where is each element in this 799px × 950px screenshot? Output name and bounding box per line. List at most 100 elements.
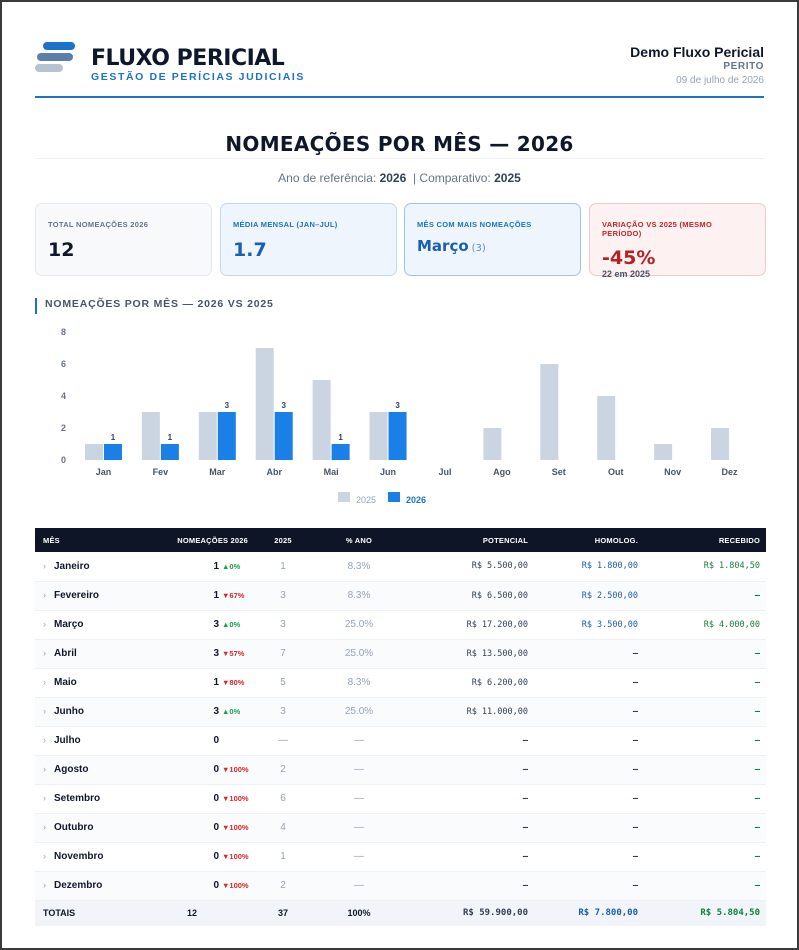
month-cell[interactable]: › Novembro: [35, 842, 132, 872]
recebido-cell: –: [644, 784, 766, 814]
cmp-year: 2025: [494, 171, 521, 185]
pct-cell: —: [314, 813, 404, 843]
month-cell[interactable]: › Maio: [35, 668, 132, 698]
ref-label: Ano de referência:: [278, 171, 377, 185]
card-media: MÉDIA MENSAL (JAN–JUL) 1.7: [220, 203, 397, 276]
nomeacoes-value: 0: [213, 764, 219, 775]
pct-cell: 25.0%: [314, 610, 404, 640]
pct-cell: —: [314, 726, 404, 756]
x-tick-label: Mai: [324, 467, 339, 477]
potencial-cell: –: [404, 784, 534, 814]
user-role: PERITO: [723, 61, 764, 72]
bar-2025: [369, 412, 388, 460]
chevron-right-icon[interactable]: ›: [43, 851, 46, 861]
brand-tagline: GESTÃO DE PERÍCIAS JUDICIAIS: [91, 71, 305, 83]
chevron-right-icon[interactable]: ›: [43, 706, 46, 716]
col-header-mes: MÊS: [35, 528, 132, 552]
homolog-cell: –: [534, 755, 644, 785]
x-tick-label: Jun: [380, 467, 396, 477]
month-name: Março: [54, 619, 84, 630]
chevron-right-icon[interactable]: ›: [43, 880, 46, 890]
card-var-value: -45%: [602, 247, 656, 269]
month-cell[interactable]: › Julho: [35, 726, 132, 756]
chevron-right-icon[interactable]: ›: [43, 677, 46, 687]
totals-row: TOTAIS 12 37 100% R$ 59.900,00 R$ 7.800,…: [35, 900, 766, 926]
pct-cell: —: [314, 842, 404, 872]
user-info: Demo Fluxo Pericial PERITO 09 de julho d…: [630, 44, 764, 86]
pct-cell: 25.0%: [314, 697, 404, 727]
totals-recebido: R$ 5.804,50: [644, 900, 766, 926]
chevron-right-icon[interactable]: ›: [43, 793, 46, 803]
month-cell[interactable]: › Março: [35, 610, 132, 640]
chevron-right-icon[interactable]: ›: [43, 560, 46, 571]
table-row[interactable]: › Janeiro 1 ▲0% 1 8.3% R$ 5.500,00 R$ 1.800,00 R…: [35, 552, 766, 582]
table-row[interactable]: › Julho 0— — – – –: [35, 726, 766, 756]
month-cell[interactable]: › Fevereiro: [35, 581, 132, 611]
month-cell[interactable]: › Setembro: [35, 784, 132, 814]
chevron-right-icon[interactable]: ›: [43, 648, 46, 658]
homolog-cell: R$ 3.500,00: [534, 610, 644, 640]
table-row[interactable]: › Fevereiro 1 ▼67% 3 8.3% R$ 6.500,00 R$ 2.500,…: [35, 581, 766, 611]
delta-badge: ▼100%: [222, 852, 249, 861]
recebido-cell: –: [644, 668, 766, 698]
table-row[interactable]: › Abril 3 ▼57% 7 25.0% R$ 13.500,00– –: [35, 639, 766, 669]
month-cell[interactable]: › Outubro: [35, 813, 132, 843]
y-tick-label: 2: [61, 423, 66, 433]
nomeacoes-cell: 1 ▲0%: [132, 552, 252, 582]
month-cell[interactable]: › Junho: [35, 697, 132, 727]
table-row[interactable]: › Agosto 0 ▼100% 2— – – –: [35, 755, 766, 785]
month-cell[interactable]: › Dezembro: [35, 871, 132, 901]
count-2025-cell: 2: [252, 755, 314, 785]
bar-2026: [388, 412, 407, 460]
nomeacoes-cell: 3 ▲0%: [132, 610, 252, 640]
pct-cell: —: [314, 755, 404, 785]
table-row[interactable]: › Outubro 0 ▼100% 4— – – –: [35, 813, 766, 843]
month-name: Fevereiro: [54, 590, 100, 601]
recebido-cell: R$ 1.804,50: [644, 552, 766, 582]
month-name: Janeiro: [54, 560, 90, 572]
page-title: NOMEAÇÕES POR MÊS — 2026: [225, 132, 574, 156]
bar-2026-value-label: 3: [225, 401, 230, 410]
table-row[interactable]: › Maio 1 ▼80% 5 8.3% R$ 6.200,00– –: [35, 668, 766, 698]
count-2025-cell: 7: [252, 639, 314, 669]
chevron-right-icon[interactable]: ›: [43, 619, 46, 629]
potencial-cell: –: [404, 726, 534, 756]
delta-badge: ▼100%: [222, 794, 249, 803]
chevron-right-icon[interactable]: ›: [43, 590, 46, 600]
x-tick-label: Set: [552, 467, 566, 477]
month-name: Setembro: [54, 793, 101, 804]
legend-swatch-2025: [338, 492, 350, 502]
pct-cell: —: [314, 871, 404, 901]
x-tick-label: Abr: [266, 467, 282, 477]
chevron-right-icon[interactable]: ›: [43, 735, 46, 745]
count-2025-cell: 2: [252, 871, 314, 901]
bar-2025: [84, 444, 103, 460]
pct-cell: 8.3%: [314, 581, 404, 611]
potencial-cell: –: [404, 813, 534, 843]
recebido-cell: –: [644, 581, 766, 611]
homolog-cell: –: [534, 842, 644, 872]
table-row[interactable]: › Setembro 0 ▼100% 6— – – –: [35, 784, 766, 814]
potencial-cell: –: [404, 871, 534, 901]
col-header-recebido: RECEBIDO: [644, 528, 766, 552]
chevron-right-icon[interactable]: ›: [43, 764, 46, 774]
potencial-cell: R$ 5.500,00: [404, 552, 534, 582]
bar-2026: [331, 444, 350, 460]
table-row[interactable]: › Junho 3 ▲0% 3 25.0% R$ 11.000,00– –: [35, 697, 766, 727]
nomeacoes-value: 3: [213, 619, 219, 630]
month-cell[interactable]: › Janeiro: [35, 552, 132, 582]
month-cell[interactable]: › Abril: [35, 639, 132, 669]
month-name: Maio: [54, 677, 77, 688]
totals-n: 12: [132, 900, 252, 926]
table-row[interactable]: › Dezembro 0 ▼100% 2— – – –: [35, 871, 766, 901]
bar-2025: [483, 428, 502, 460]
delta-badge: ▼57%: [222, 649, 245, 658]
table-row[interactable]: › Março 3 ▲0% 3 25.0% R$ 17.200,00 R$ 3.500,00 R…: [35, 610, 766, 640]
col-header-homolog: HOMOLOG.: [534, 528, 644, 552]
chevron-right-icon[interactable]: ›: [43, 822, 46, 832]
title-divider: [35, 158, 764, 159]
month-cell[interactable]: › Agosto: [35, 755, 132, 785]
table-row[interactable]: › Novembro 0 ▼100% 1— – – –: [35, 842, 766, 872]
homolog-cell: –: [534, 668, 644, 698]
